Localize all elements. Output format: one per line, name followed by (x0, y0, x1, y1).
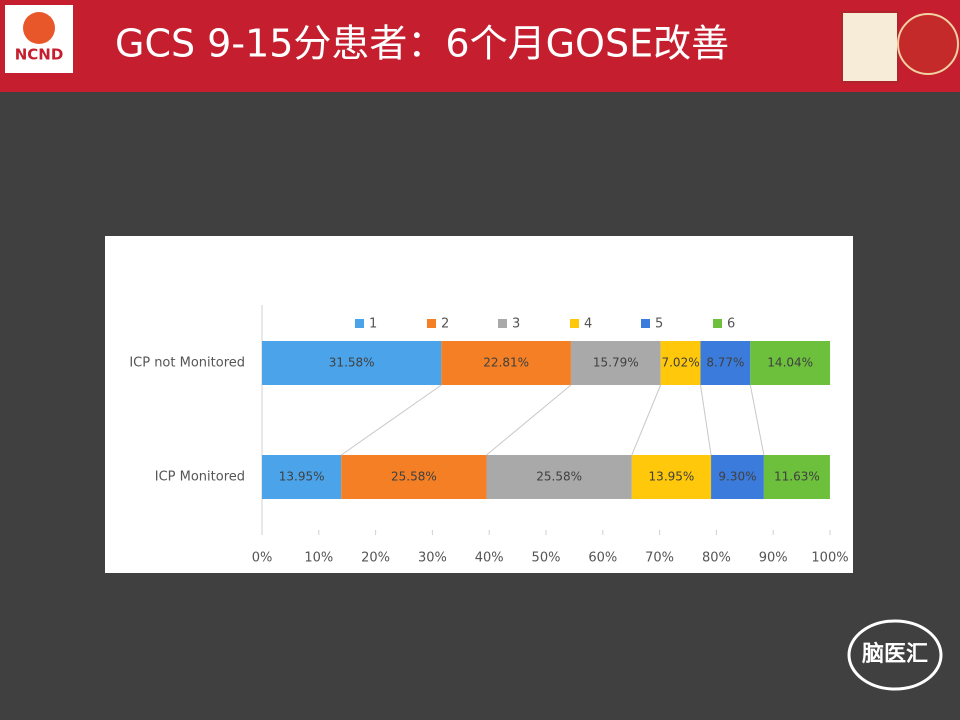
x-tick-label: 100% (811, 551, 848, 566)
x-tick-label: 30% (418, 551, 447, 566)
legend-swatch (570, 319, 579, 328)
x-tick-label: 0% (252, 551, 273, 566)
legend-swatch (713, 319, 722, 328)
x-tick-label: 40% (475, 551, 504, 566)
legend-swatch (498, 319, 507, 328)
bar-segment (660, 341, 701, 385)
bar-segment (441, 341, 571, 385)
connector-line (700, 384, 712, 456)
bar-segment (700, 341, 751, 385)
data-label: 14.04% (767, 356, 813, 370)
data-label: 9.30% (718, 470, 756, 484)
x-tick-label: 50% (532, 551, 561, 566)
data-label: 8.77% (706, 356, 744, 370)
logo-icon (23, 12, 55, 44)
bar-segment (262, 455, 342, 499)
x-tick-label: 60% (588, 551, 617, 566)
legend-label: 6 (727, 317, 735, 332)
x-tick-label: 70% (645, 551, 674, 566)
bar-segment (763, 455, 830, 499)
data-label: 13.95% (649, 470, 695, 484)
bar-segment (341, 455, 487, 499)
bar-segment (486, 455, 632, 499)
legend-label: 1 (369, 317, 377, 332)
bar-segment (631, 455, 712, 499)
data-label: 22.81% (483, 356, 529, 370)
legend-label: 2 (441, 317, 449, 332)
y-tick-label: ICP not Monitored (129, 356, 245, 371)
x-tick-label: 80% (702, 551, 731, 566)
data-label: 15.79% (593, 356, 639, 370)
x-tick-label: 20% (361, 551, 390, 566)
bar-segment (750, 341, 831, 385)
watermark-outline (847, 619, 943, 691)
bar-segment (711, 455, 764, 499)
connector-line (749, 384, 765, 456)
university-emblem (841, 11, 899, 83)
legend-swatch (355, 319, 364, 328)
data-label: 25.58% (391, 470, 437, 484)
connector-line (631, 384, 662, 456)
data-label: 7.02% (661, 356, 699, 370)
connector-line (340, 384, 442, 456)
hospital-emblem (897, 13, 959, 75)
data-label: 31.58% (329, 356, 375, 370)
data-label: 13.95% (279, 470, 325, 484)
chart-area (105, 236, 853, 573)
x-tick-label: 90% (759, 551, 788, 566)
watermark-text: 脑医汇 (862, 641, 928, 667)
bar-segment (570, 341, 661, 385)
connector-line (486, 384, 572, 456)
x-tick-label: 10% (304, 551, 333, 566)
legend-swatch (427, 319, 436, 328)
logo-text: NCND (15, 46, 64, 64)
data-label: 11.63% (774, 470, 820, 484)
legend-swatch (641, 319, 650, 328)
y-tick-label: ICP Monitored (155, 470, 245, 485)
header-bar (0, 0, 960, 92)
legend-label: 4 (584, 317, 592, 332)
slide-title: GCS 9-15分患者：6个月GOSE改善 (115, 22, 729, 66)
legend-label: 5 (655, 317, 663, 332)
watermark: 脑医汇 (847, 619, 943, 691)
legend-label: 3 (512, 317, 520, 332)
bar-segment (262, 341, 442, 385)
data-label: 25.58% (536, 470, 582, 484)
